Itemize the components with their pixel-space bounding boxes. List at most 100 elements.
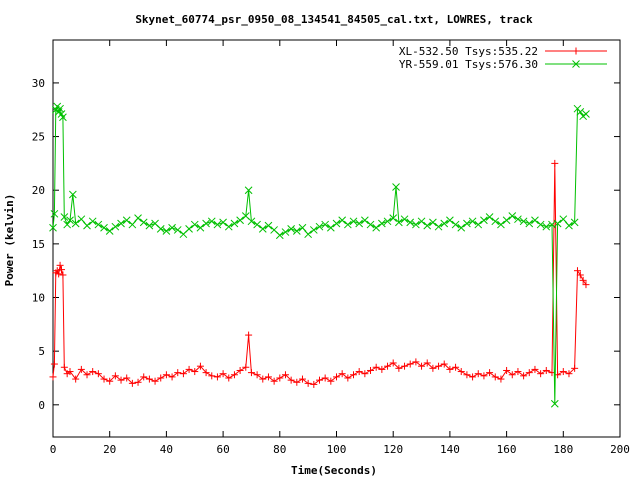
data-point xyxy=(68,190,77,199)
data-point xyxy=(468,217,477,226)
y-tick-label: 0 xyxy=(38,399,45,412)
data-point xyxy=(395,364,403,372)
data-point xyxy=(503,366,511,374)
data-point xyxy=(542,366,550,374)
data-point xyxy=(202,219,210,228)
data-point xyxy=(434,222,443,231)
data-point xyxy=(392,183,400,191)
x-tick-label: 120 xyxy=(383,443,403,456)
data-point xyxy=(372,363,380,371)
y-axis-label: Power (kelvin) xyxy=(3,194,16,287)
legend-label: XL-532.50 Tsys:535.22 xyxy=(399,45,538,58)
data-point xyxy=(219,370,227,378)
data-point xyxy=(173,226,182,234)
data-point xyxy=(298,223,307,232)
data-point xyxy=(145,375,153,383)
data-point xyxy=(486,369,494,377)
data-point xyxy=(128,220,137,229)
data-point xyxy=(446,216,454,225)
data-point xyxy=(395,218,403,227)
data-point xyxy=(349,217,358,226)
data-point xyxy=(185,224,193,233)
data-point xyxy=(100,375,108,383)
chart-title: Skynet_60774_psr_0950_08_134541_84505_ca… xyxy=(135,13,533,26)
x-axis-label: Time(Seconds) xyxy=(291,464,377,477)
data-point xyxy=(162,227,171,235)
data-point xyxy=(497,220,505,229)
x-tick-label: 140 xyxy=(440,443,460,456)
data-point xyxy=(253,371,261,379)
data-point xyxy=(579,276,587,284)
data-point xyxy=(406,360,414,368)
data-point xyxy=(378,365,386,373)
data-point xyxy=(230,371,238,379)
data-point xyxy=(89,368,97,376)
data-point xyxy=(88,217,97,226)
data-point xyxy=(508,371,516,379)
data-point xyxy=(366,220,375,229)
data-point xyxy=(247,217,256,226)
data-point xyxy=(145,221,154,230)
data-point xyxy=(384,362,392,370)
x-tick-label: 20 xyxy=(103,443,116,456)
data-point xyxy=(355,219,364,228)
series-line xyxy=(52,163,587,385)
data-point xyxy=(77,215,86,224)
data-point xyxy=(520,372,528,380)
data-point xyxy=(542,222,551,231)
data-point xyxy=(60,213,69,221)
data-point xyxy=(66,216,74,225)
data-point xyxy=(485,213,494,221)
data-point xyxy=(49,373,57,381)
data-point xyxy=(514,368,522,376)
data-point xyxy=(156,224,165,233)
data-point xyxy=(463,219,471,228)
data-point xyxy=(338,216,347,225)
data-point xyxy=(94,220,103,229)
data-point xyxy=(122,216,131,225)
data-point xyxy=(372,223,381,232)
data-point xyxy=(463,371,471,379)
data-point xyxy=(106,377,114,385)
data-point xyxy=(412,358,420,366)
data-point xyxy=(134,378,142,386)
data-point xyxy=(333,373,340,381)
data-point xyxy=(242,363,250,371)
data-point xyxy=(253,220,261,229)
data-point xyxy=(162,371,170,379)
y-tick-label: 5 xyxy=(38,345,45,358)
data-point xyxy=(429,364,437,372)
data-point xyxy=(168,373,176,381)
data-point xyxy=(202,369,210,377)
series-layer xyxy=(49,102,590,408)
data-point xyxy=(63,220,72,229)
data-point xyxy=(236,366,244,374)
data-point xyxy=(55,270,63,278)
data-point xyxy=(281,371,289,379)
data-point xyxy=(196,223,205,232)
x-tick-label: 60 xyxy=(216,443,229,456)
data-point xyxy=(326,223,335,232)
data-point xyxy=(508,212,517,220)
data-point xyxy=(446,365,454,373)
series-line xyxy=(52,105,587,404)
data-point xyxy=(315,222,324,231)
data-point xyxy=(553,219,562,228)
data-point xyxy=(440,360,448,368)
data-point xyxy=(244,186,253,195)
data-point xyxy=(321,220,330,229)
data-point xyxy=(412,220,420,229)
data-point xyxy=(50,209,59,218)
data-point xyxy=(287,224,295,233)
data-point xyxy=(497,375,505,383)
data-point xyxy=(559,368,567,376)
x-tick-label: 80 xyxy=(273,443,286,456)
data-point xyxy=(100,223,108,232)
data-point xyxy=(582,281,590,289)
data-point xyxy=(536,220,545,229)
data-point xyxy=(213,373,221,381)
legend-marker xyxy=(572,47,580,55)
data-point xyxy=(83,371,91,379)
data-point xyxy=(50,360,58,368)
